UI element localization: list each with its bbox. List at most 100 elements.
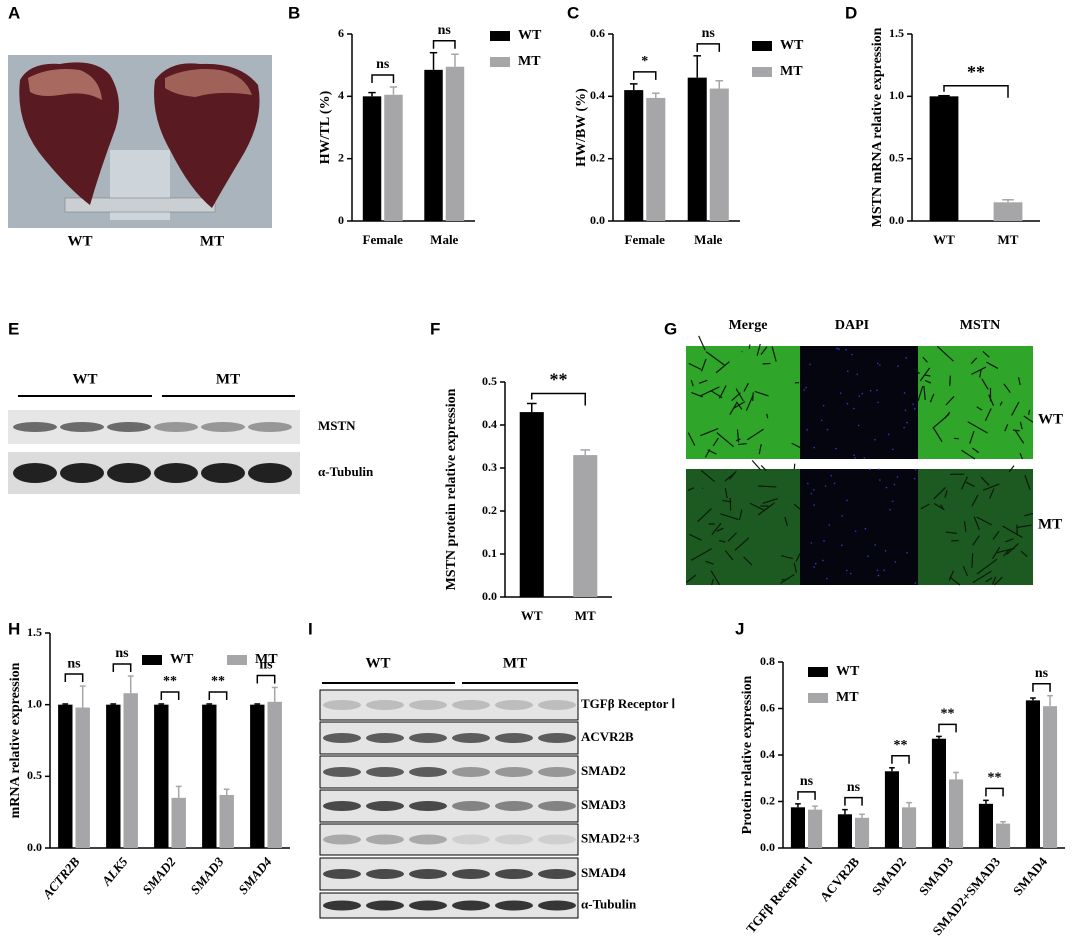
tissue-gap (712, 437, 719, 447)
nucleus (885, 486, 888, 489)
legend-label: MT (255, 652, 278, 667)
y-tick-label: 0.0 (760, 840, 775, 854)
legend-label: WT (170, 652, 194, 667)
y-tick-label: 0 (338, 213, 344, 227)
legend-swatch (142, 655, 162, 665)
band (366, 700, 404, 710)
significance-label: ** (894, 738, 908, 753)
band (366, 900, 404, 911)
bar (445, 66, 465, 221)
band (538, 900, 576, 911)
nucleus (813, 446, 815, 449)
heart-photo (8, 55, 272, 228)
x-tick-label: SMAD4 (235, 854, 275, 897)
significance-bracket (985, 787, 1004, 797)
nucleus (823, 540, 825, 542)
band-label: α-Tubulin (581, 896, 637, 911)
tissue-gap (923, 385, 926, 401)
band-label: MSTN (318, 418, 356, 433)
tissue-gap (758, 485, 777, 488)
significance-bracket (891, 755, 910, 764)
bar (250, 704, 265, 848)
tissue-gap (743, 383, 749, 392)
tissue-gap (690, 379, 694, 387)
legend-swatch (808, 667, 828, 677)
tissue-gap (913, 368, 920, 375)
y-axis-label: Protein relative expression (740, 675, 755, 834)
bar (123, 693, 138, 848)
tissue-gap (1020, 550, 1028, 558)
nucleus (846, 499, 848, 502)
immunofluorescence (686, 335, 1034, 586)
y-tick-label: 4 (338, 88, 344, 102)
band (538, 801, 576, 811)
band (323, 801, 361, 811)
tissue-gap (929, 393, 935, 403)
significance-bracket (371, 74, 395, 83)
tissue-gap (1004, 424, 1009, 432)
y-tick-label: 0.6 (760, 700, 775, 714)
legend-swatch (808, 693, 828, 703)
bar (1043, 706, 1058, 848)
nucleus (876, 362, 879, 365)
band (154, 463, 198, 483)
bar (1025, 700, 1040, 848)
nucleus (894, 561, 897, 563)
micrograph (800, 469, 918, 585)
panel-letter: I (308, 619, 313, 638)
column-header: MSTN (960, 318, 1000, 333)
nucleus (851, 353, 853, 356)
x-tick-label: SMAD2 (869, 854, 909, 898)
tissue-gap (933, 487, 946, 500)
nucleus (839, 392, 842, 394)
y-tick-label: 0.5 (482, 374, 497, 388)
band (538, 700, 576, 710)
y-tick-label: 6 (338, 26, 344, 40)
tissue-gap (922, 356, 928, 363)
nucleus (835, 447, 837, 450)
western-blot-i (319, 682, 579, 919)
panel-letter: G (664, 319, 677, 338)
band (107, 463, 151, 483)
tissue-gap (963, 521, 967, 532)
tissue-gap (700, 358, 707, 372)
nucleus (868, 468, 871, 471)
significance-bracket (256, 674, 276, 684)
band (452, 767, 490, 777)
tissue-gap (973, 516, 980, 531)
bar (58, 704, 73, 848)
micrograph (918, 346, 1033, 459)
band (323, 767, 361, 777)
blot-strip (319, 721, 579, 755)
nucleus (828, 524, 831, 526)
significance-label: ** (163, 674, 177, 689)
y-tick-label: 0.8 (760, 654, 775, 668)
tissue-gap (1003, 548, 1010, 557)
row-label: WT (1038, 411, 1063, 427)
nucleus (807, 482, 809, 485)
tissue-gap (1019, 421, 1023, 430)
tissue-gap (762, 497, 778, 504)
tissue-gap (1012, 429, 1020, 432)
nucleus (876, 569, 879, 572)
y-tick-label: 1.5 (27, 625, 42, 639)
micrograph (686, 469, 800, 585)
nucleus (822, 559, 824, 562)
tissue-gap (793, 562, 797, 573)
y-tick-label: 0.2 (760, 793, 775, 807)
bar (384, 94, 403, 221)
band (495, 834, 533, 845)
tissue-gap (751, 459, 762, 471)
band (452, 834, 490, 845)
tissue-gap (700, 470, 716, 483)
y-tick-label: 0.1 (482, 546, 497, 560)
significance-bracket (64, 673, 84, 683)
nucleus (806, 428, 808, 431)
significance-label: ** (550, 370, 568, 390)
band (495, 869, 533, 879)
band (409, 801, 447, 811)
tissue-gap (949, 576, 961, 586)
significance-bracket (1032, 682, 1051, 692)
nucleus (846, 402, 849, 405)
tissue-gap (745, 395, 754, 411)
